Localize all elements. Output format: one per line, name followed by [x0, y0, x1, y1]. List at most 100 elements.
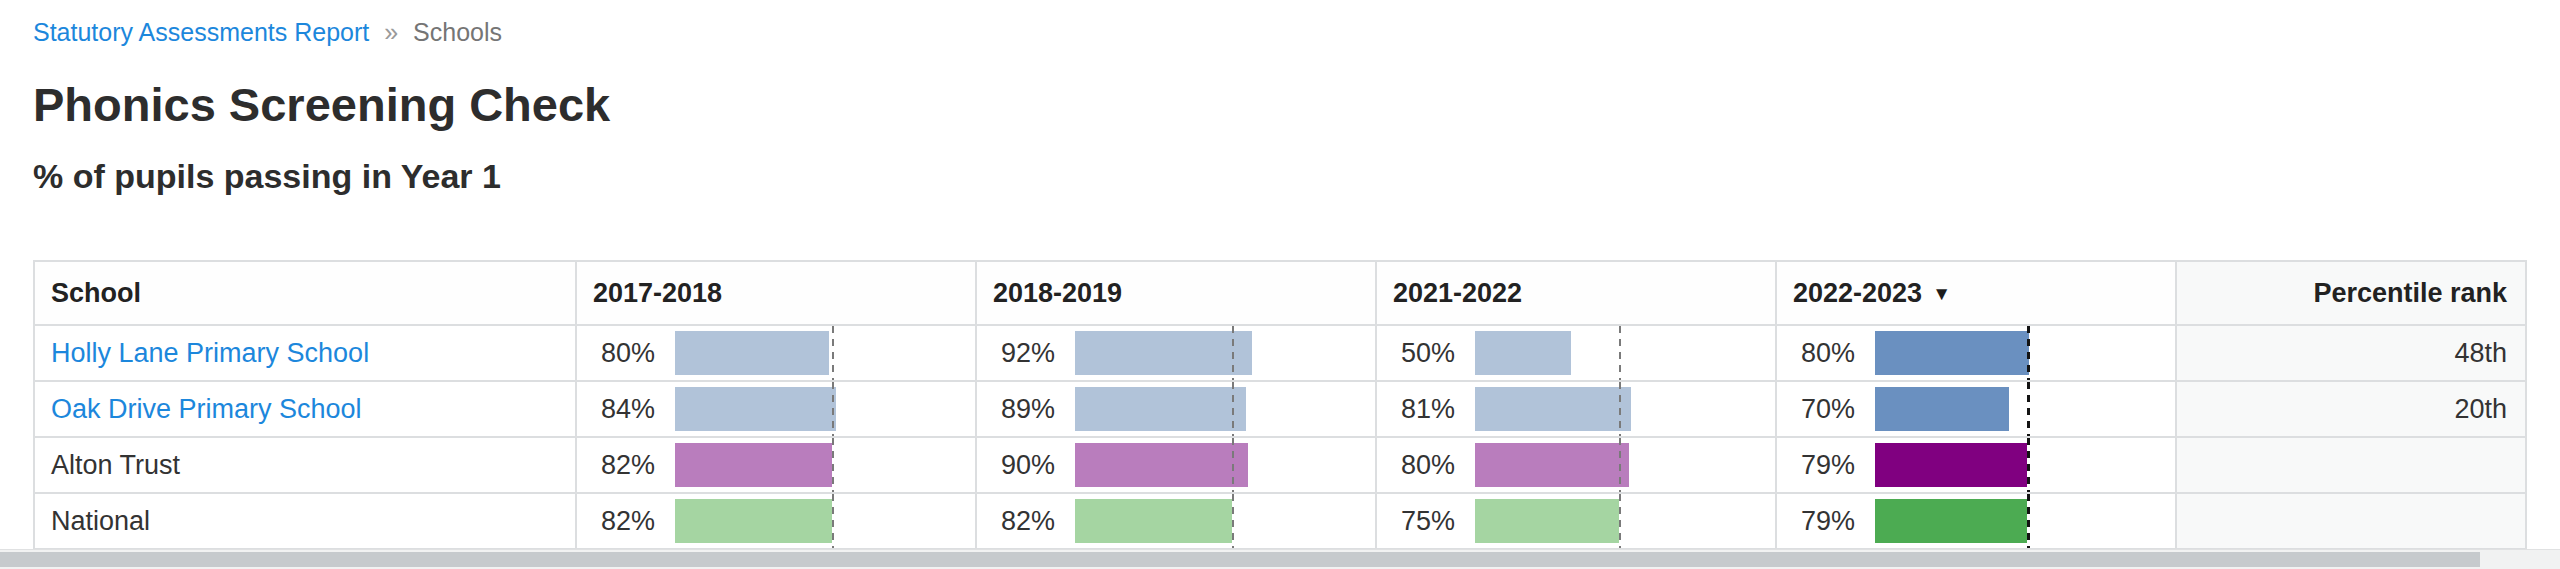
value-label: 82% — [601, 506, 675, 537]
value-bar — [1475, 443, 1629, 487]
value-label: 79% — [1801, 450, 1875, 481]
year-cell-2021-2022: 80% — [1376, 437, 1776, 493]
year-cell-2017-2018: 82% — [576, 493, 976, 549]
benchmark-line — [1619, 438, 1621, 492]
bar-track — [1875, 326, 2067, 380]
value-bar — [1875, 387, 2009, 431]
benchmark-line — [1232, 438, 1234, 492]
value-label: 80% — [601, 338, 675, 369]
scrollbar-thumb[interactable] — [0, 552, 2480, 567]
column-header-school[interactable]: School — [34, 261, 576, 325]
year-cell-2018-2019: 90% — [976, 437, 1376, 493]
value-label: 70% — [1801, 394, 1875, 425]
table-row-alton-trust: Alton Trust 82% 90% — [34, 437, 2526, 493]
value-bar — [1075, 499, 1232, 543]
school-name-cell: Oak Drive Primary School — [34, 381, 576, 437]
bar-track — [1475, 494, 1667, 548]
benchmark-line — [1619, 326, 1621, 380]
bar-track — [1875, 438, 2067, 492]
value-label: 82% — [601, 450, 675, 481]
bar-track — [1075, 326, 1267, 380]
breadcrumb-link-statutory-assessments-report[interactable]: Statutory Assessments Report — [33, 18, 369, 46]
benchmark-line — [2027, 494, 2030, 548]
value-label: 75% — [1401, 506, 1475, 537]
phonics-results-table: School 2017-2018 2018-2019 2021-2022 202… — [33, 260, 2527, 550]
year-cell-2022-2023: 70% — [1776, 381, 2176, 437]
column-header-2018-2019[interactable]: 2018-2019 — [976, 261, 1376, 325]
value-bar — [675, 499, 832, 543]
value-label: 79% — [1801, 506, 1875, 537]
benchmark-line — [1232, 382, 1234, 436]
school-name-cell: National — [34, 493, 576, 549]
percentile-rank-cell — [2176, 493, 2526, 549]
benchmark-line — [832, 438, 834, 492]
column-header-2022-2023[interactable]: 2022-2023 ▼ — [1776, 261, 2176, 325]
year-cell-2017-2018: 84% — [576, 381, 976, 437]
benchmark-line — [2027, 382, 2030, 436]
benchmark-line — [2027, 326, 2030, 380]
national-label: National — [51, 506, 150, 536]
benchmark-line — [1232, 494, 1234, 548]
value-bar — [1475, 387, 1631, 431]
bar-track — [1475, 326, 1667, 380]
percentile-rank-cell: 20th — [2176, 381, 2526, 437]
page-title: Phonics Screening Check — [33, 78, 2527, 132]
table-row-national: National 82% 82% 75% — [34, 493, 2526, 549]
sort-desc-icon: ▼ — [1932, 283, 1951, 305]
bar-track — [1075, 382, 1267, 436]
page-subtitle: % of pupils passing in Year 1 — [33, 156, 2527, 196]
bar-track — [1875, 382, 2067, 436]
year-cell-2021-2022: 75% — [1376, 493, 1776, 549]
school-link-oak-drive[interactable]: Oak Drive Primary School — [51, 394, 362, 424]
value-bar — [675, 443, 832, 487]
value-label: 81% — [1401, 394, 1475, 425]
value-label: 84% — [601, 394, 675, 425]
bar-track — [1475, 438, 1667, 492]
school-link-holly-lane[interactable]: Holly Lane Primary School — [51, 338, 369, 368]
value-label: 50% — [1401, 338, 1475, 369]
bar-track — [1475, 382, 1667, 436]
column-header-2017-2018[interactable]: 2017-2018 — [576, 261, 976, 325]
school-name-cell: Holly Lane Primary School — [34, 325, 576, 381]
year-cell-2021-2022: 50% — [1376, 325, 1776, 381]
table-row-holly-lane: Holly Lane Primary School 80% 92% — [34, 325, 2526, 381]
report-page: Statutory Assessments Report » Schools P… — [0, 0, 2560, 550]
year-cell-2018-2019: 82% — [976, 493, 1376, 549]
column-header-2021-2022[interactable]: 2021-2022 — [1376, 261, 1776, 325]
benchmark-line — [1619, 494, 1621, 548]
bar-track — [675, 382, 867, 436]
year-cell-2017-2018: 82% — [576, 437, 976, 493]
bar-track — [1075, 494, 1267, 548]
value-bar — [675, 387, 836, 431]
percentile-rank-cell: 48th — [2176, 325, 2526, 381]
bar-track — [675, 326, 867, 380]
value-bar — [1475, 331, 1571, 375]
value-label: 89% — [1001, 394, 1075, 425]
percentile-rank-cell — [2176, 437, 2526, 493]
year-cell-2022-2023: 79% — [1776, 493, 2176, 549]
value-bar — [1075, 443, 1248, 487]
benchmark-line — [832, 326, 834, 380]
benchmark-line — [832, 494, 834, 548]
school-name-cell: Alton Trust — [34, 437, 576, 493]
year-cell-2021-2022: 81% — [1376, 381, 1776, 437]
value-bar — [1475, 499, 1619, 543]
year-cell-2017-2018: 80% — [576, 325, 976, 381]
value-label: 90% — [1001, 450, 1075, 481]
breadcrumb-separator: » — [384, 18, 398, 46]
value-bar — [1875, 499, 2027, 543]
breadcrumb: Statutory Assessments Report » Schools — [33, 16, 2527, 48]
benchmark-line — [2027, 438, 2030, 492]
value-label: 82% — [1001, 506, 1075, 537]
horizontal-scrollbar[interactable] — [0, 549, 2560, 569]
bar-track — [1875, 494, 2067, 548]
bar-track — [675, 438, 867, 492]
column-header-2022-2023-label: 2022-2023 — [1793, 278, 1922, 308]
value-bar — [675, 331, 829, 375]
breadcrumb-current-schools: Schools — [413, 18, 502, 46]
bar-track — [675, 494, 867, 548]
table-header-row: School 2017-2018 2018-2019 2021-2022 202… — [34, 261, 2526, 325]
year-cell-2022-2023: 80% — [1776, 325, 2176, 381]
year-cell-2018-2019: 92% — [976, 325, 1376, 381]
column-header-percentile-rank[interactable]: Percentile rank — [2176, 261, 2526, 325]
